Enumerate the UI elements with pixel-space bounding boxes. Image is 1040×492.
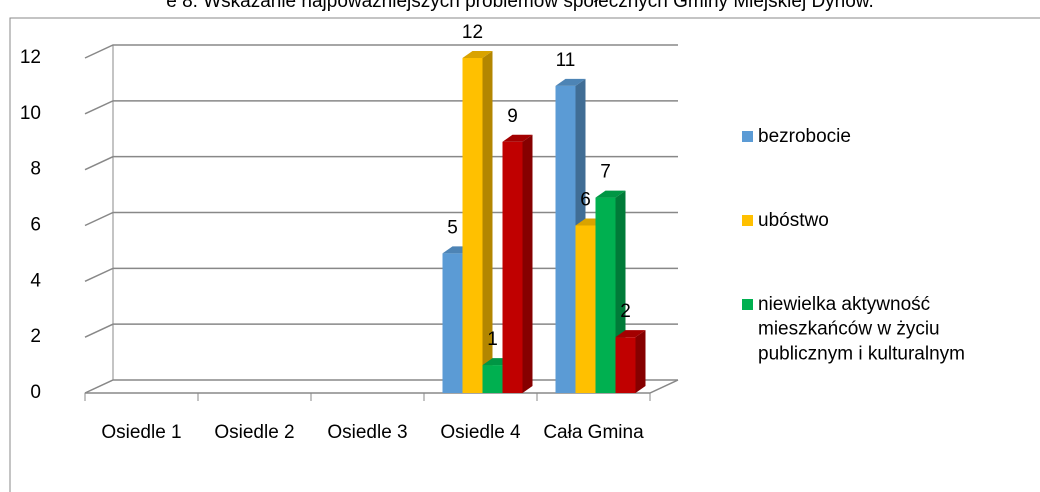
text-line: bezrobocie — [758, 126, 851, 147]
bar-top — [615, 330, 646, 338]
text-line: mieszkańców w życiu — [758, 319, 940, 340]
bar — [502, 141, 523, 393]
x-tick-label: Cała Gmina — [543, 422, 644, 443]
text-line: Osiedle 4 — [440, 422, 521, 443]
y-tick-label: 12 — [20, 47, 41, 68]
chart-frame — [9, 17, 1040, 492]
bar-top — [502, 134, 533, 142]
bar-top — [595, 190, 626, 198]
grid-line — [84, 100, 678, 115]
legend-label: ubóstwo — [758, 210, 829, 231]
data-label: 1 — [487, 329, 498, 350]
data-label: 6 — [580, 190, 591, 211]
x-tick-label: Osiedle 3 — [327, 422, 407, 443]
data-label: 2 — [620, 301, 631, 322]
data-label: 11 — [556, 50, 576, 71]
text-line: Cała Gmina — [543, 422, 644, 443]
legend-label: niewielka aktywność mieszkańców w życiu pu… — [758, 294, 965, 364]
bar-top — [555, 78, 586, 86]
data-label: 12 — [462, 22, 483, 43]
y-tick-label: 8 — [30, 159, 41, 180]
grid-line — [84, 44, 678, 59]
bar — [615, 337, 636, 393]
bar — [575, 225, 596, 393]
text-line: Osiedle 2 — [214, 422, 294, 443]
text-line: Osiedle 3 — [327, 422, 407, 443]
x-tick-label: Osiedle 2 — [214, 422, 294, 443]
bar — [595, 197, 616, 393]
grid-line — [84, 155, 678, 171]
data-label: 9 — [507, 106, 518, 127]
x-tick-label: Osiedle 4 — [440, 422, 521, 443]
y-tick-label: 2 — [30, 326, 41, 347]
bar — [555, 85, 576, 394]
text-line: ubóstwo — [758, 210, 829, 231]
text-line: publicznym i kulturalnym — [758, 343, 965, 364]
legend-swatch — [742, 299, 753, 310]
bar-top — [462, 51, 493, 58]
y-tick-label: 10 — [20, 103, 41, 124]
data-label: 7 — [600, 162, 611, 183]
y-tick-label: 6 — [30, 215, 41, 236]
data-label: 5 — [447, 217, 458, 238]
bar-side — [482, 51, 493, 393]
bar-side — [522, 134, 533, 393]
chart-title: e 8. Wskazanie najpoważniejszych problem… — [166, 0, 874, 12]
legend-swatch — [742, 131, 753, 142]
x-tick-label: Osiedle 1 — [101, 422, 181, 443]
legend-swatch — [742, 215, 753, 226]
y-tick-label: 0 — [30, 382, 41, 403]
y-tick-label: 4 — [30, 270, 41, 291]
bar — [462, 58, 483, 393]
legend-label: bezrobocie — [758, 126, 851, 147]
text-line: Osiedle 1 — [101, 422, 181, 443]
text-line: niewielka aktywność — [758, 294, 930, 315]
bar-side — [635, 330, 646, 393]
bar — [442, 253, 463, 393]
bar — [482, 365, 503, 393]
